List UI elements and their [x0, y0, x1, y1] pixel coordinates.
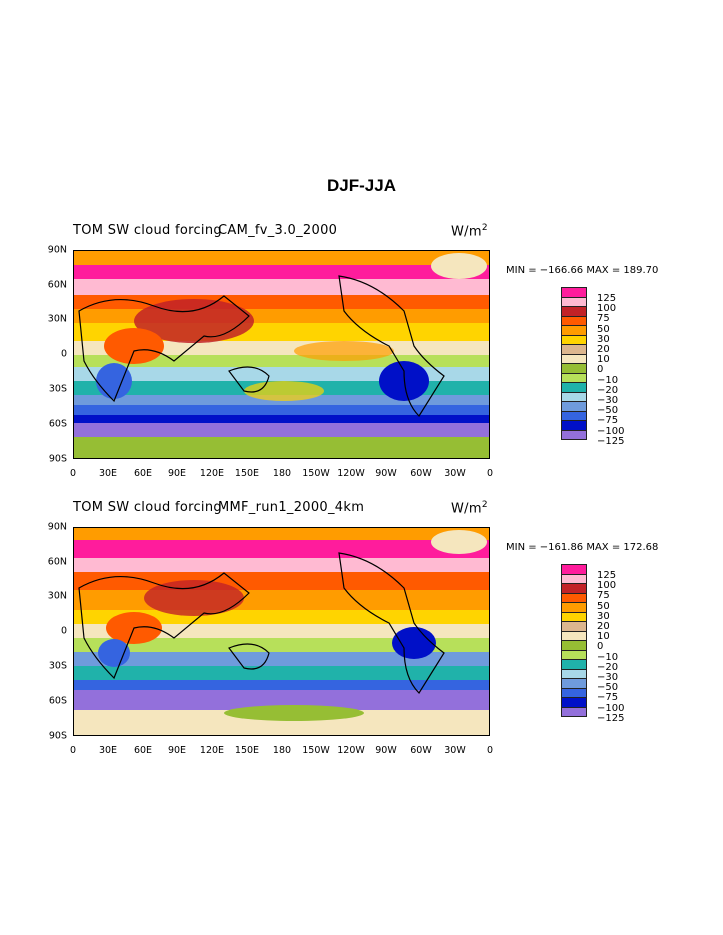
contour-map — [73, 250, 490, 459]
lon-label: 0 — [486, 745, 494, 756]
longitude-axis: 0 30E 60E 90E 120E 150E 180 150W 120W 90… — [69, 745, 494, 759]
lon-label: 60W — [410, 745, 432, 756]
colorbar-label: 125 — [597, 293, 617, 304]
colorbar-label: −30 — [597, 395, 619, 407]
colorbar-label: −10 — [597, 374, 619, 386]
latitude-axis: 90N 60N 30N 0 30S 60S 90S — [0, 245, 67, 465]
colorbar-label: 30 — [597, 610, 610, 622]
lon-label: 90W — [375, 468, 397, 479]
lon-label: 150W — [302, 745, 330, 756]
colorbar-labels: 125 100 75 50 30 20 10 0 −10 −20 −30 −50… — [597, 570, 625, 724]
colorbar-label: 10 — [597, 631, 610, 643]
colorbar-label: 100 — [597, 580, 617, 592]
colorbar-swatch — [561, 429, 587, 440]
colorbar-label: 125 — [597, 570, 617, 581]
lon-label: 150W — [302, 468, 330, 479]
lat-label: 60S — [48, 418, 67, 430]
colorbar-label: −50 — [597, 682, 619, 694]
lon-label: 60W — [410, 468, 432, 479]
lon-label: 60E — [133, 745, 153, 756]
lon-label: 0 — [69, 745, 77, 756]
colorbar-label: 20 — [597, 621, 610, 633]
colorbar — [561, 287, 587, 440]
colorbar-label: 30 — [597, 333, 610, 345]
lon-label: 180 — [272, 745, 292, 756]
lon-label: 30E — [98, 745, 118, 756]
lon-label: 30E — [98, 468, 118, 479]
lon-label: 150E — [234, 468, 260, 479]
colorbar-label: −75 — [597, 692, 619, 704]
page-title: DJF-JJA — [327, 176, 396, 195]
lat-label: 90S — [48, 453, 67, 465]
colorbar-label: −10 — [597, 651, 619, 663]
lon-label: 30W — [444, 468, 466, 479]
colorbar-swatch — [561, 706, 587, 717]
lon-label: 60E — [133, 468, 153, 479]
lat-label: 90N — [47, 244, 67, 256]
colorbar-label: −125 — [597, 712, 625, 724]
longitude-axis: 0 30E 60E 90E 120E 150E 180 150W 120W 90… — [69, 468, 494, 482]
panel-title-model: MMF_run1_2000_4km — [218, 500, 365, 515]
lat-label: 60S — [48, 695, 67, 707]
colorbar-label: −125 — [597, 435, 625, 447]
lat-label: 60N — [47, 279, 67, 291]
colorbar-labels: 125 100 75 50 30 20 10 0 −10 −20 −30 −50… — [597, 293, 625, 447]
map-panel-mmf: TOM SW cloud forcing MMF_run1_2000_4km W… — [0, 492, 723, 762]
lat-label: 90N — [47, 521, 67, 533]
colorbar-label: 10 — [597, 354, 610, 366]
lon-label: 120E — [199, 745, 225, 756]
colorbar-label: 75 — [597, 590, 610, 602]
colorbar-label: −100 — [597, 425, 625, 437]
lon-label: 120E — [199, 468, 225, 479]
lat-label: 30S — [48, 660, 67, 672]
lat-label: 60N — [47, 556, 67, 568]
colorbar-label: 20 — [597, 344, 610, 356]
panel-units: W/m2 — [451, 223, 488, 240]
latitude-axis: 90N 60N 30N 0 30S 60S 90S — [0, 522, 67, 742]
lon-label: 90W — [375, 745, 397, 756]
colorbar-label: −20 — [597, 384, 619, 396]
colorbar-label: −50 — [597, 405, 619, 417]
lat-label: 30S — [48, 383, 67, 395]
panel-units: W/m2 — [451, 500, 488, 517]
lon-label: 120W — [337, 468, 365, 479]
panel-title-variable: TOM SW cloud forcing — [73, 223, 222, 238]
colorbar-label: 50 — [597, 600, 610, 612]
lat-label: 30N — [47, 590, 67, 602]
lon-label: 180 — [272, 468, 292, 479]
colorbar-label: 0 — [597, 641, 604, 653]
min-max-stats: MIN = −166.66 MAX = 189.70 — [506, 265, 659, 276]
lat-label: 0 — [60, 625, 67, 637]
map-panel-cam: TOM SW cloud forcing CAM_fv_3.0_2000 W/m… — [0, 215, 723, 485]
lon-label: 120W — [337, 745, 365, 756]
lon-label: 90E — [167, 745, 187, 756]
colorbar-label: −100 — [597, 702, 625, 714]
min-max-stats: MIN = −161.86 MAX = 172.68 — [506, 542, 659, 553]
colorbar-label: 75 — [597, 313, 610, 325]
lat-label: 30N — [47, 313, 67, 325]
panel-title-model: CAM_fv_3.0_2000 — [218, 223, 338, 238]
lon-label: 0 — [486, 468, 494, 479]
panel-title-variable: TOM SW cloud forcing — [73, 500, 222, 515]
colorbar — [561, 564, 587, 717]
contour-map — [73, 527, 490, 736]
colorbar-label: 100 — [597, 303, 617, 315]
lat-label: 0 — [60, 348, 67, 360]
colorbar-label: −20 — [597, 661, 619, 673]
colorbar-label: 50 — [597, 323, 610, 335]
lon-label: 30W — [444, 745, 466, 756]
lon-label: 150E — [234, 745, 260, 756]
lon-label: 90E — [167, 468, 187, 479]
lon-label: 0 — [69, 468, 77, 479]
colorbar-label: −30 — [597, 672, 619, 684]
lat-label: 90S — [48, 730, 67, 742]
colorbar-label: −75 — [597, 415, 619, 427]
colorbar-label: 0 — [597, 364, 604, 376]
